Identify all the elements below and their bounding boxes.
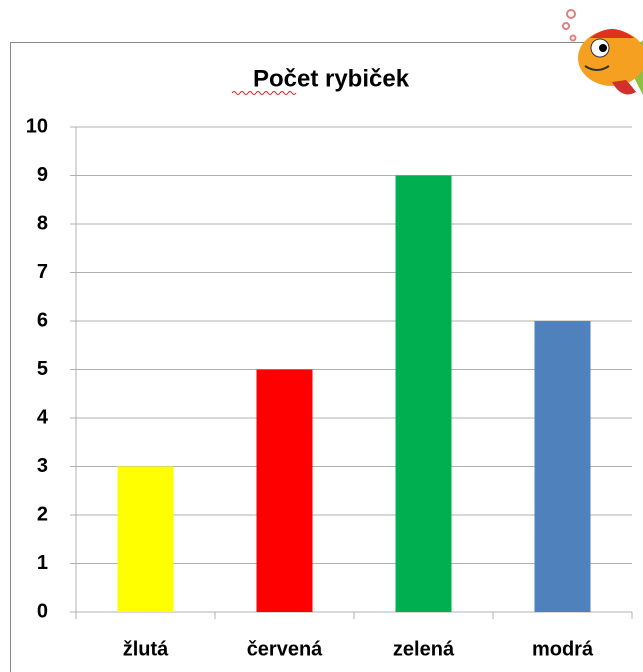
y-tick-label: 8 — [37, 212, 48, 234]
bar — [257, 370, 313, 613]
bar — [396, 176, 452, 613]
y-tick-label: 6 — [37, 309, 48, 331]
y-tick-label: 9 — [37, 164, 48, 186]
x-tick-label: červená — [247, 638, 323, 660]
bar — [535, 321, 591, 612]
x-tick-label: žlutá — [123, 638, 169, 660]
y-tick-label: 10 — [26, 115, 48, 137]
x-tick-label: modrá — [532, 638, 594, 660]
y-tick-label: 3 — [37, 455, 48, 477]
y-tick-label: 1 — [37, 552, 48, 574]
x-tick-label: zelená — [393, 638, 455, 660]
y-tick-label: 0 — [37, 600, 48, 622]
bar — [118, 467, 174, 613]
y-tick-label: 7 — [37, 261, 48, 283]
chart: Počet rybiček 0 1 2 3 4 5 6 7 8 9 10 žlutá červená ze… — [0, 0, 643, 672]
chart-title: Počet rybiček — [253, 65, 410, 92]
y-tick-label: 2 — [37, 503, 48, 525]
y-tick-label: 4 — [37, 406, 49, 428]
y-tick-label: 5 — [37, 358, 48, 380]
